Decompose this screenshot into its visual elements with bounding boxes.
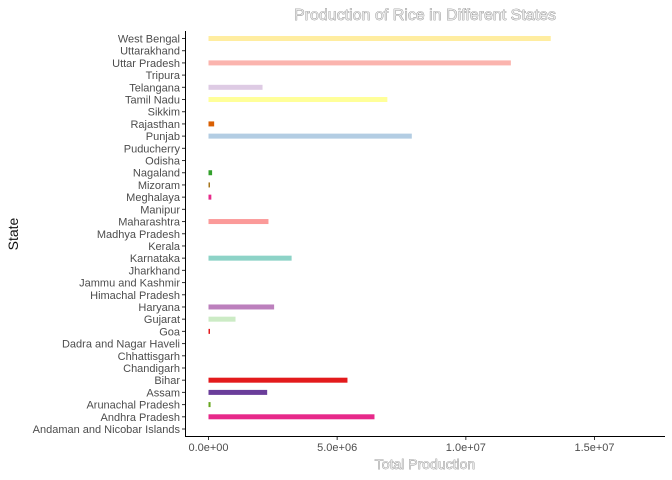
x-axis-title: Total Production — [375, 456, 475, 472]
y-tick-label: Mizoram — [138, 180, 180, 192]
bar — [208, 389, 268, 395]
y-tick-label: Manipur — [140, 204, 180, 216]
bar — [208, 182, 210, 188]
y-tick-label: Gujarat — [144, 314, 180, 326]
y-tick-label: Maharashtra — [118, 217, 181, 229]
bar — [208, 414, 375, 420]
x-tick-label: 1.5e+07 — [574, 442, 614, 454]
x-tick-label: 1.0e+07 — [446, 442, 486, 454]
x-tick-label: 5.0e+06 — [317, 442, 357, 454]
y-tick-label: Kerala — [148, 241, 181, 253]
x-tick-labels: 0.0e+00 5.0e+06 1.0e+07 1.5e+07 — [188, 442, 614, 454]
bar — [208, 36, 551, 41]
bar — [208, 402, 211, 408]
y-tick-label: Chhattisgarh — [118, 351, 180, 363]
y-tick-label: Nagaland — [133, 168, 180, 180]
y-tick-label: Andhra Pradesh — [101, 412, 181, 424]
y-tick-label: Tripura — [146, 70, 181, 82]
y-tick-label: Uttarakhand — [120, 46, 180, 58]
y-tick-label: Meghalaya — [126, 192, 181, 204]
y-tick-label: Jammu and Kashmir — [79, 278, 180, 290]
bars — [208, 36, 551, 420]
y-tick-label: Himachal Pradesh — [90, 290, 180, 302]
bar — [208, 304, 275, 310]
y-tick-label: Sikkim — [148, 107, 180, 119]
x-ticks — [208, 437, 595, 440]
y-tick-label: Punjab — [146, 131, 180, 143]
y-tick-label: Puducherry — [124, 143, 181, 155]
y-tick-label: Tamil Nadu — [125, 95, 180, 107]
y-tick-label: Karnataka — [130, 253, 181, 265]
bar — [208, 133, 412, 139]
y-tick-label: Andaman and Nicobar Islands — [33, 424, 181, 436]
bar — [208, 328, 210, 334]
bar — [208, 121, 215, 127]
y-tick-label: Goa — [159, 326, 181, 338]
y-tick-label: Uttar Pradesh — [112, 58, 180, 70]
y-tick-label: Odisha — [145, 156, 181, 168]
bar — [208, 219, 269, 225]
y-tick-label: Chandigarh — [123, 363, 180, 375]
y-tick-label: Haryana — [138, 302, 180, 314]
bar — [208, 84, 263, 90]
y-tick-label: Arunachal Pradesh — [86, 400, 180, 412]
y-tick-label: Assam — [146, 387, 180, 399]
y-tick-label: West Bengal — [118, 34, 180, 46]
y-axis-title: State — [5, 217, 21, 250]
bar — [208, 60, 511, 66]
bar — [208, 170, 213, 176]
y-tick-label: Madhya Pradesh — [97, 229, 180, 241]
bar — [208, 255, 292, 261]
y-ticks — [182, 38, 185, 430]
bar — [208, 194, 212, 200]
y-tick-label: Telangana — [129, 82, 181, 94]
x-tick-label: 0.0e+00 — [188, 442, 228, 454]
y-tick-label: Bihar — [154, 375, 180, 387]
y-tick-label: Rajasthan — [130, 119, 180, 131]
chart-title: Production of Rice in Different States — [294, 7, 556, 24]
y-tick-label: Jharkhand — [129, 265, 180, 277]
y-tick-label: Dadra and Nagar Haveli — [62, 339, 180, 351]
bar — [208, 316, 236, 322]
bar — [208, 97, 388, 103]
bar — [208, 377, 348, 383]
